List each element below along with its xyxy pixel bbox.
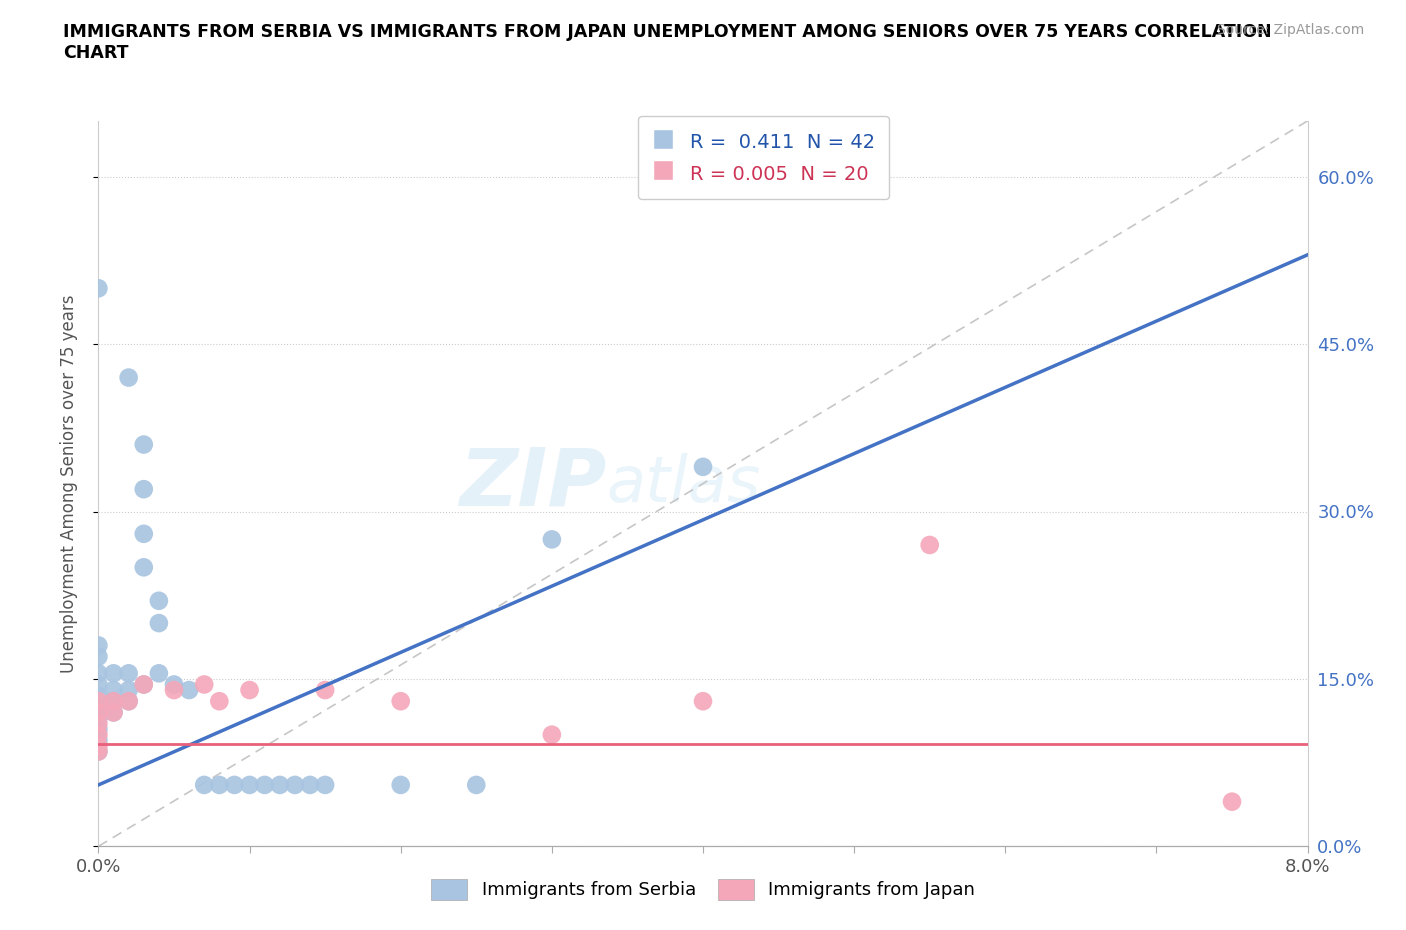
Point — [132, 482, 155, 497]
Point — [118, 666, 141, 681]
Point — [118, 694, 141, 709]
Point — [1220, 794, 1243, 809]
Point — [103, 683, 125, 698]
Point — [148, 593, 170, 608]
Point — [284, 777, 307, 792]
Point — [314, 683, 336, 698]
Point — [103, 705, 125, 720]
Point — [314, 777, 336, 792]
Point — [208, 777, 231, 792]
Point — [103, 666, 125, 681]
Point — [389, 694, 412, 709]
Text: IMMIGRANTS FROM SERBIA VS IMMIGRANTS FROM JAPAN UNEMPLOYMENT AMONG SENIORS OVER : IMMIGRANTS FROM SERBIA VS IMMIGRANTS FRO… — [63, 23, 1272, 62]
Point — [148, 616, 170, 631]
Point — [299, 777, 322, 792]
Point — [208, 694, 231, 709]
Point — [132, 560, 155, 575]
Point — [389, 777, 412, 792]
Point — [87, 638, 110, 653]
Point — [148, 666, 170, 681]
Point — [918, 538, 941, 552]
Point — [132, 677, 155, 692]
Point — [103, 694, 125, 709]
Point — [87, 666, 110, 681]
Point — [87, 738, 110, 753]
Point — [239, 683, 262, 698]
Point — [87, 716, 110, 731]
Point — [132, 526, 155, 541]
Point — [540, 532, 562, 547]
Legend: Immigrants from Serbia, Immigrants from Japan: Immigrants from Serbia, Immigrants from … — [423, 871, 983, 907]
Point — [465, 777, 488, 792]
Point — [692, 459, 714, 474]
Point — [132, 677, 155, 692]
Point — [193, 777, 215, 792]
Point — [193, 677, 215, 692]
Point — [118, 370, 141, 385]
Point — [87, 688, 110, 703]
Text: atlas: atlas — [606, 453, 761, 514]
Text: ZIP: ZIP — [458, 445, 606, 523]
Point — [87, 727, 110, 742]
Point — [87, 281, 110, 296]
Point — [239, 777, 262, 792]
Point — [118, 683, 141, 698]
Point — [87, 744, 110, 759]
Point — [692, 694, 714, 709]
Point — [540, 727, 562, 742]
Point — [132, 437, 155, 452]
Point — [269, 777, 291, 792]
Point — [103, 705, 125, 720]
Point — [87, 699, 110, 714]
Text: Source: ZipAtlas.com: Source: ZipAtlas.com — [1216, 23, 1364, 37]
Point — [87, 705, 110, 720]
Point — [87, 722, 110, 737]
Point — [87, 694, 110, 709]
Point — [253, 777, 276, 792]
Point — [179, 683, 201, 698]
Point — [87, 711, 110, 725]
Point — [87, 649, 110, 664]
Legend: R =  0.411  N = 42, R = 0.005  N = 20: R = 0.411 N = 42, R = 0.005 N = 20 — [638, 116, 889, 199]
Point — [87, 733, 110, 748]
Point — [87, 744, 110, 759]
Point — [118, 694, 141, 709]
Point — [87, 677, 110, 692]
Y-axis label: Unemployment Among Seniors over 75 years: Unemployment Among Seniors over 75 years — [59, 295, 77, 672]
Point — [163, 677, 186, 692]
Point — [163, 683, 186, 698]
Point — [224, 777, 246, 792]
Point — [103, 694, 125, 709]
